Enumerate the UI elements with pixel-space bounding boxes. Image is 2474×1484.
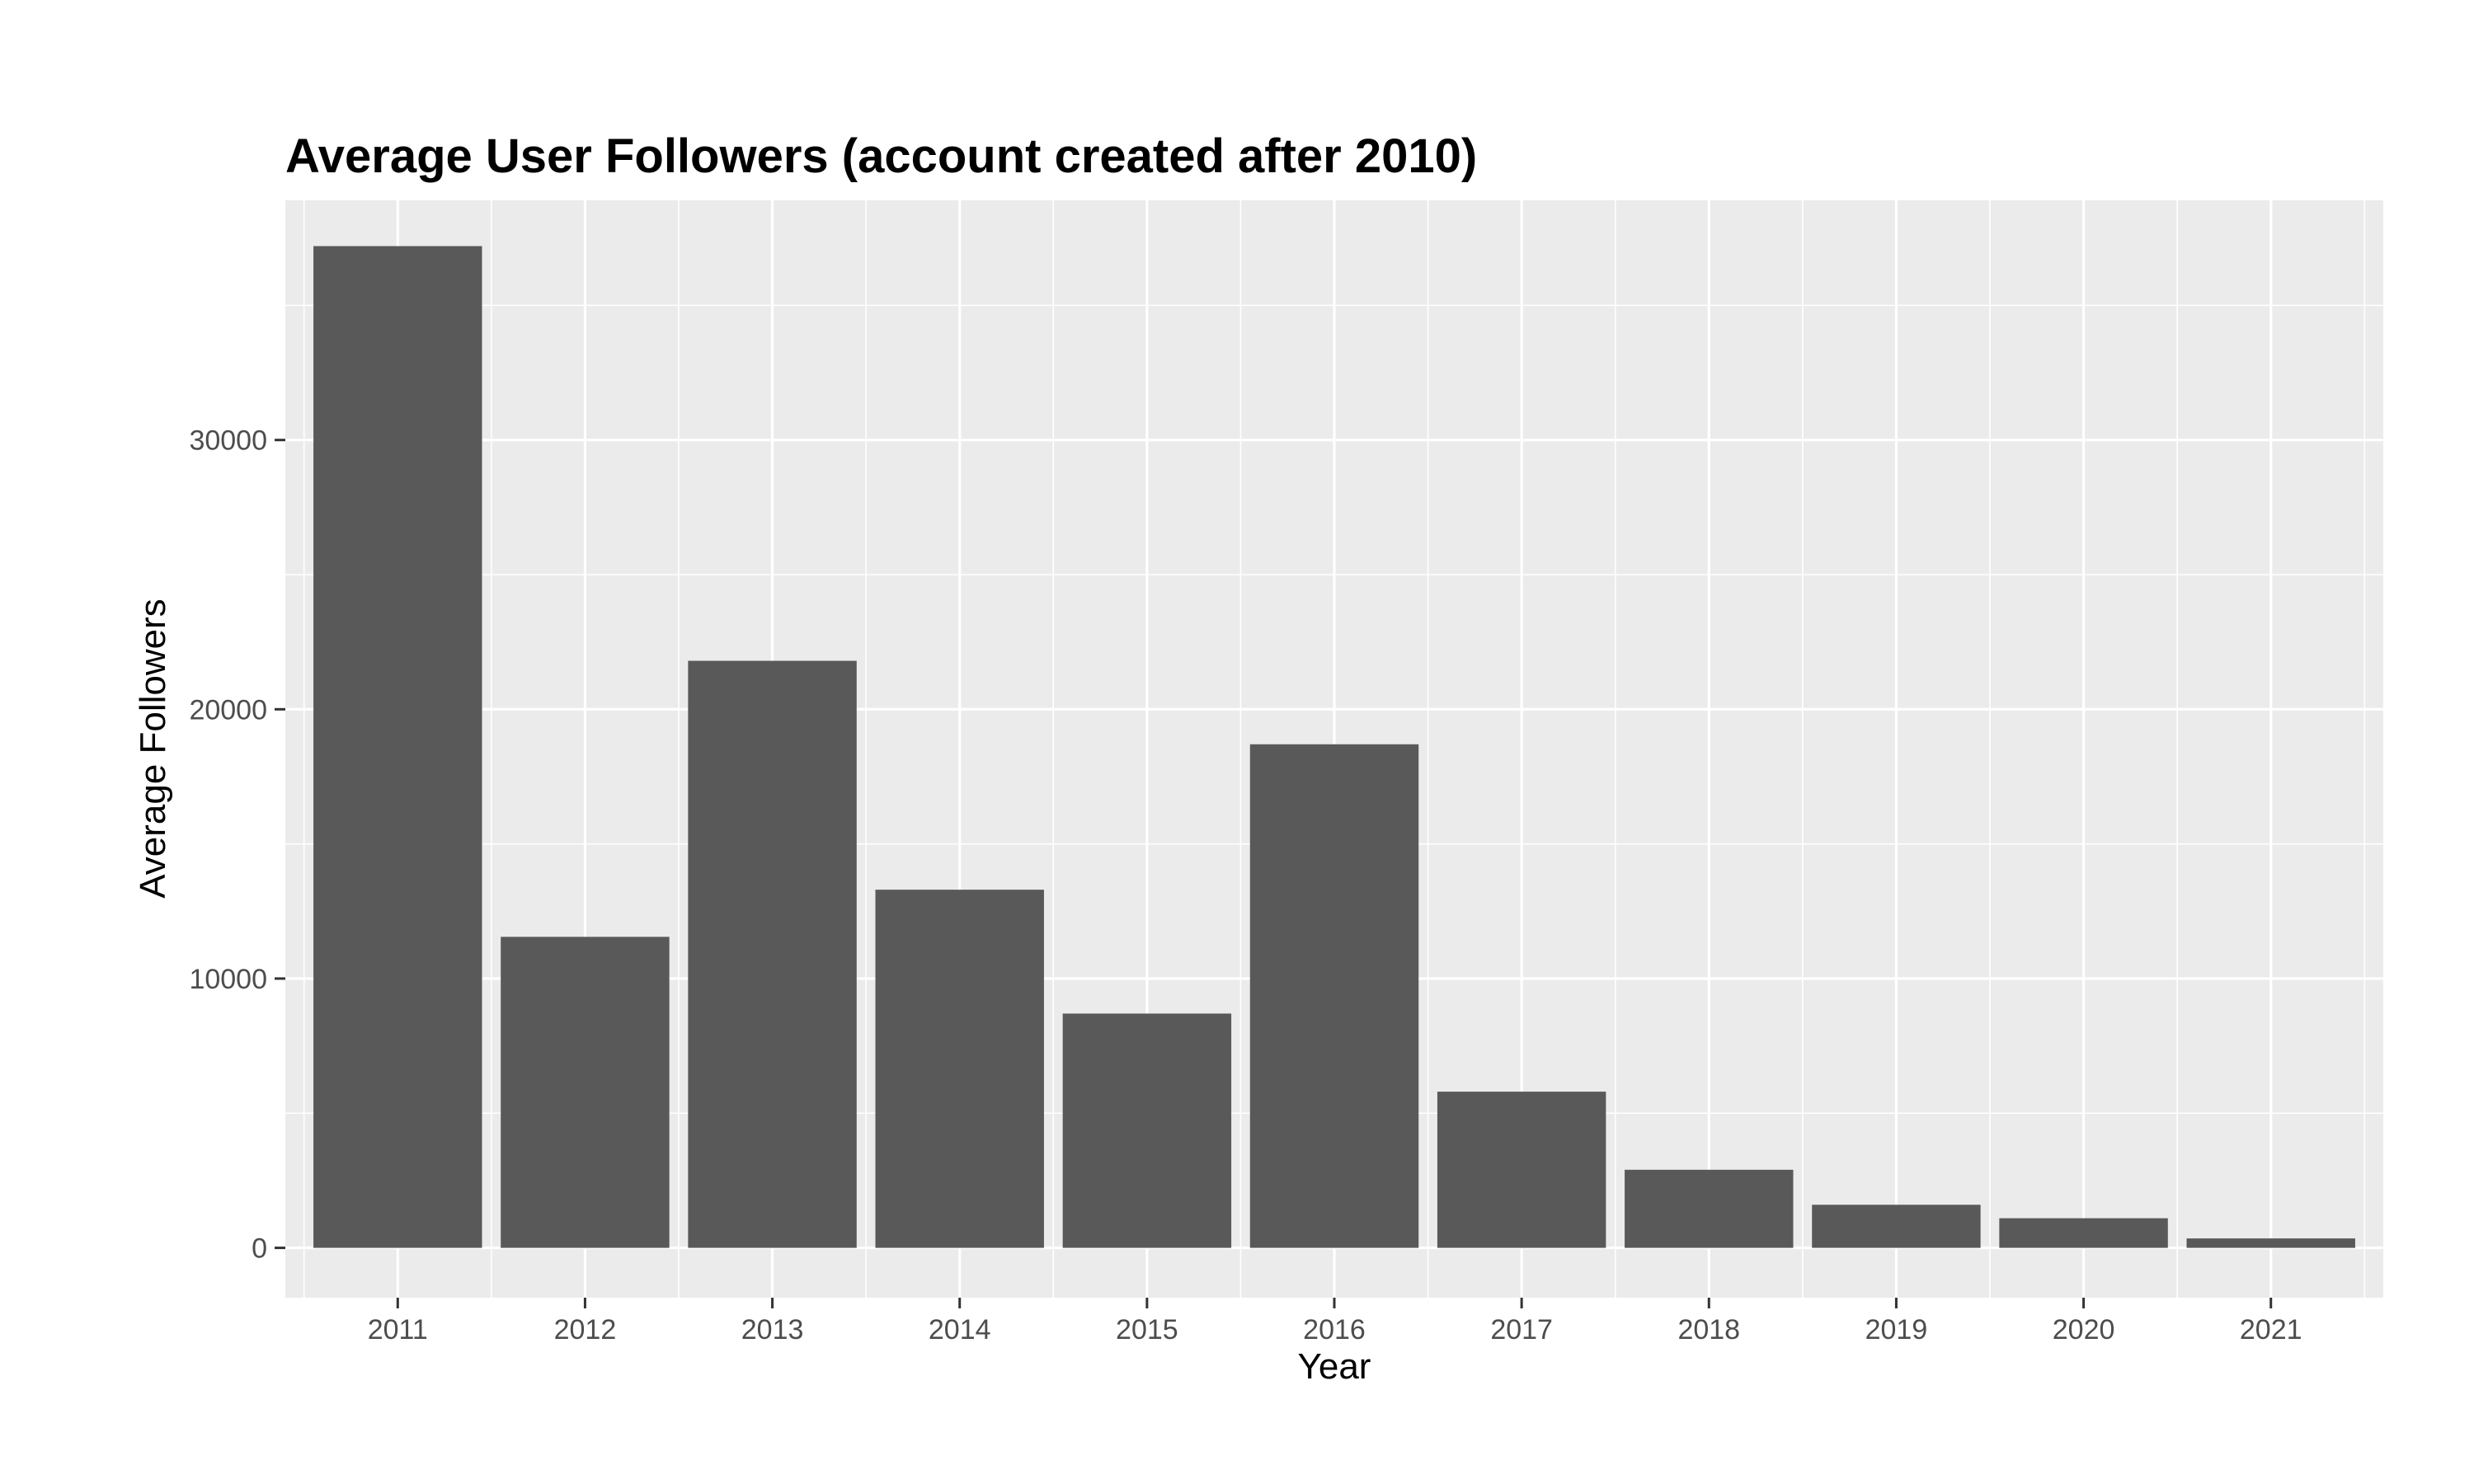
x-tick-label: 2014	[929, 1314, 991, 1345]
bar-2015	[1062, 1013, 1232, 1248]
bar-2012	[501, 937, 670, 1248]
y-axis-title: Average Followers	[133, 599, 173, 899]
y-axis-ticks: 0 10000 20000 30000	[189, 425, 285, 1265]
x-tick-label: 2015	[1116, 1314, 1178, 1345]
bar-2011	[313, 246, 482, 1248]
bar-2021	[2186, 1238, 2355, 1248]
x-tick-label: 2018	[1677, 1314, 1740, 1345]
bar-2016	[1249, 744, 1419, 1248]
x-axis-title: Year	[1298, 1346, 1371, 1387]
x-axis-ticks: 2011 2012 2013 2014 2015 2016 2017 2018 2019 2020…	[368, 1298, 2302, 1345]
x-tick-label: 2017	[1490, 1314, 1553, 1345]
bar-2017	[1437, 1092, 1606, 1248]
bar-2013	[688, 660, 857, 1248]
x-tick-label: 2012	[554, 1314, 617, 1345]
chart-title: Average User Followers (account created …	[285, 129, 1477, 183]
x-tick-label: 2019	[1865, 1314, 1928, 1345]
y-tick-label: 30000	[189, 425, 267, 457]
x-tick-label: 2021	[2240, 1314, 2302, 1345]
x-tick-label: 2016	[1303, 1314, 1366, 1345]
x-tick-label: 2013	[741, 1314, 804, 1345]
y-tick-label: 20000	[189, 694, 267, 726]
bars	[313, 246, 2355, 1248]
bar-2018	[1625, 1169, 1794, 1248]
y-tick-label: 0	[252, 1233, 267, 1265]
y-tick-label: 10000	[189, 964, 267, 995]
bar-2019	[1812, 1205, 1981, 1248]
bar-2020	[1999, 1218, 2168, 1248]
x-tick-label: 2011	[368, 1314, 428, 1345]
x-tick-label: 2020	[2053, 1314, 2115, 1345]
bar-2014	[875, 890, 1044, 1248]
